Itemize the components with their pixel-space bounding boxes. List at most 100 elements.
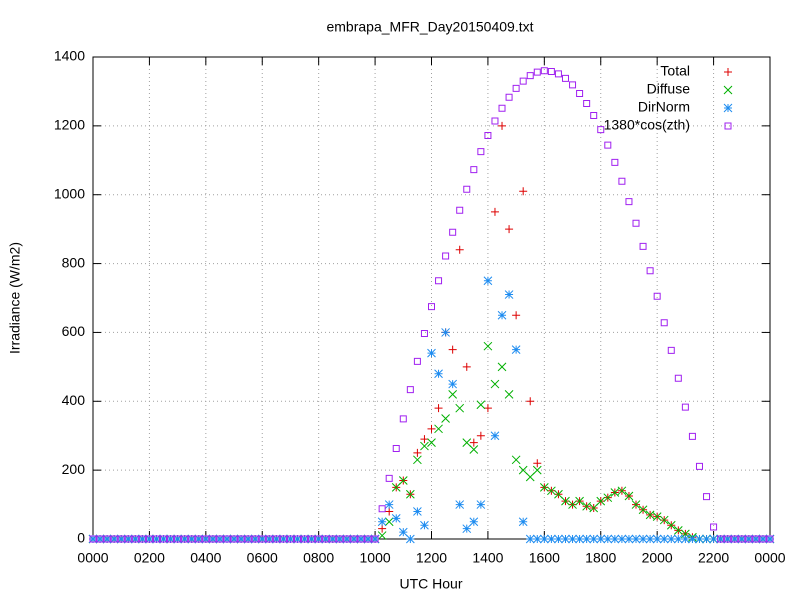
data-point	[173, 534, 182, 544]
data-point	[554, 489, 563, 499]
data-point	[568, 500, 577, 509]
data-point	[244, 535, 252, 543]
data-point	[152, 535, 160, 543]
data-point	[561, 74, 569, 82]
data-point	[751, 534, 761, 544]
x-tick-label: 0200	[134, 550, 165, 566]
data-point	[759, 535, 767, 543]
data-point	[250, 534, 260, 544]
data-point	[554, 70, 562, 78]
data-point	[575, 496, 584, 506]
data-point	[300, 534, 309, 544]
data-point	[596, 496, 606, 506]
data-point	[95, 534, 105, 544]
data-point	[89, 535, 97, 543]
data-point	[631, 500, 641, 509]
data-point	[384, 517, 394, 527]
data-point	[490, 379, 500, 389]
data-point	[498, 104, 506, 112]
data-point	[88, 534, 98, 544]
y-tick-label: 0	[77, 530, 85, 546]
data-point	[703, 493, 711, 501]
x-tick-label: 1800	[585, 550, 616, 566]
x-tick-label: 0000	[77, 550, 108, 566]
y-tick-label: 800	[62, 254, 86, 270]
data-point	[377, 517, 387, 527]
data-point	[272, 534, 281, 544]
data-point	[102, 534, 112, 544]
data-point	[483, 341, 493, 351]
data-point	[688, 432, 696, 440]
data-point	[349, 534, 359, 544]
data-point	[138, 535, 146, 543]
data-point	[257, 534, 267, 544]
data-point	[624, 491, 634, 501]
x-tick-label: 2200	[698, 550, 729, 566]
data-point	[624, 534, 634, 544]
data-point	[463, 185, 471, 193]
data-point	[434, 404, 443, 413]
legend-label: DirNorm	[638, 99, 690, 115]
data-point	[391, 483, 401, 492]
data-point	[441, 328, 450, 337]
data-point	[568, 534, 577, 544]
data-point	[405, 534, 415, 544]
data-point	[625, 198, 633, 206]
data-point	[673, 526, 683, 535]
data-point	[645, 534, 655, 544]
y-axis-label: Irradiance (W/m2)	[7, 242, 23, 354]
data-point	[215, 534, 225, 544]
data-point	[575, 534, 584, 544]
data-point	[645, 510, 655, 520]
data-point	[160, 535, 168, 543]
data-point	[110, 535, 118, 543]
data-point	[159, 534, 168, 544]
data-point	[469, 517, 479, 527]
data-point	[582, 534, 591, 544]
data-point	[286, 535, 294, 543]
data-point	[342, 534, 352, 544]
data-point	[272, 535, 280, 543]
data-point	[590, 112, 598, 120]
data-point	[279, 534, 288, 544]
data-point	[547, 486, 556, 496]
x-tick-label: 1200	[416, 550, 447, 566]
data-point	[611, 158, 619, 166]
data-point	[208, 534, 218, 544]
data-point	[392, 444, 400, 452]
data-point	[745, 535, 753, 543]
data-point	[504, 290, 514, 299]
data-point	[659, 515, 669, 525]
data-point	[420, 329, 428, 337]
data-point	[209, 535, 217, 543]
data-point	[603, 493, 613, 503]
data-point	[130, 534, 140, 544]
data-point	[476, 500, 486, 509]
data-point	[610, 534, 620, 544]
data-point	[589, 534, 599, 544]
x-tick-label: 0400	[190, 550, 221, 566]
data-point	[702, 534, 711, 544]
data-point	[434, 369, 443, 379]
data-point	[469, 438, 478, 447]
data-point	[243, 534, 253, 544]
data-point	[752, 535, 760, 543]
data-point	[301, 535, 309, 543]
data-point	[195, 535, 203, 543]
data-point	[343, 535, 351, 543]
data-point	[264, 534, 274, 544]
data-point	[576, 89, 584, 97]
data-point	[695, 534, 704, 544]
data-point	[216, 535, 224, 543]
x-tick-label: 2000	[642, 550, 673, 566]
legend-marker	[724, 122, 732, 130]
data-point	[526, 397, 535, 406]
data-point	[731, 535, 739, 543]
data-point	[540, 67, 548, 75]
data-point	[174, 535, 182, 543]
data-point	[483, 276, 493, 286]
data-point	[511, 345, 521, 354]
data-point	[547, 67, 555, 75]
data-point	[490, 431, 500, 441]
